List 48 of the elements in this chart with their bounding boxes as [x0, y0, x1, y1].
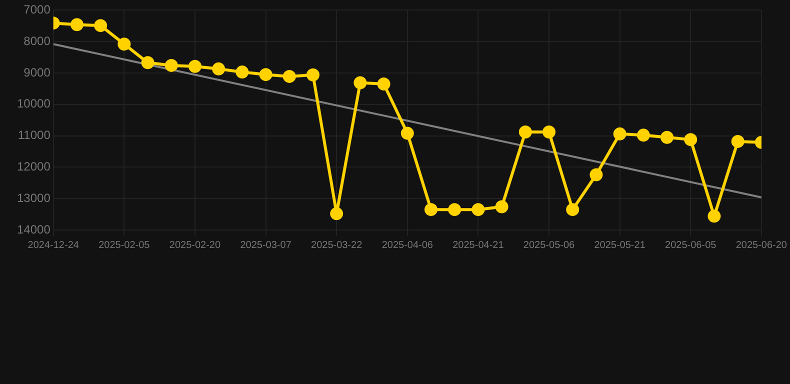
x-tick-label: 2025-03-22 — [311, 240, 363, 251]
point — [400, 126, 414, 140]
point — [212, 62, 226, 76]
point — [542, 126, 556, 139]
point — [684, 133, 698, 146]
point — [472, 203, 485, 216]
x-tick-label: 2025-04-06 — [382, 240, 434, 251]
y-tick-label: 9000 — [24, 65, 51, 80]
x-tick-label: 2025-02-20 — [169, 240, 221, 251]
point — [518, 126, 532, 139]
y-tick-label: 8000 — [24, 34, 51, 48]
y-tick-label: 13000 — [16, 190, 51, 205]
point — [141, 56, 154, 70]
point — [164, 58, 178, 72]
point — [188, 60, 202, 73]
point — [636, 128, 650, 142]
x-tick-label: 2025-04-21 — [452, 240, 504, 251]
point — [495, 200, 508, 214]
point — [708, 210, 721, 223]
point — [731, 134, 744, 148]
point — [70, 18, 84, 32]
y-tick-label: 10000 — [16, 96, 51, 111]
point — [236, 66, 249, 79]
point — [448, 203, 462, 216]
point — [118, 38, 131, 51]
point — [660, 130, 674, 144]
point — [354, 76, 367, 90]
point — [330, 207, 344, 220]
x-tick-label: 2025-06-20 — [736, 240, 788, 251]
point — [94, 19, 108, 32]
y-tick-label: 7000 — [24, 2, 51, 17]
point — [306, 68, 320, 82]
y-tick-label: 14000 — [16, 222, 51, 236]
point — [424, 203, 438, 216]
point — [282, 70, 296, 83]
x-tick-label: 2025-05-06 — [523, 240, 576, 251]
x-tick-label: 2025-05-21 — [594, 240, 646, 251]
x-tick-label: 2025-03-07 — [240, 240, 292, 251]
point — [566, 203, 580, 216]
x-tick-label: 2024-12-24 — [28, 240, 80, 251]
point — [613, 127, 626, 140]
point — [590, 168, 603, 182]
x-tick-label: 2025-02-05 — [98, 240, 150, 251]
y-tick-label: 11000 — [18, 128, 51, 142]
y-tick-label: 12000 — [16, 160, 51, 174]
point — [377, 77, 390, 90]
x-tick-label: 2025-06-05 — [665, 240, 717, 251]
point — [259, 68, 272, 82]
